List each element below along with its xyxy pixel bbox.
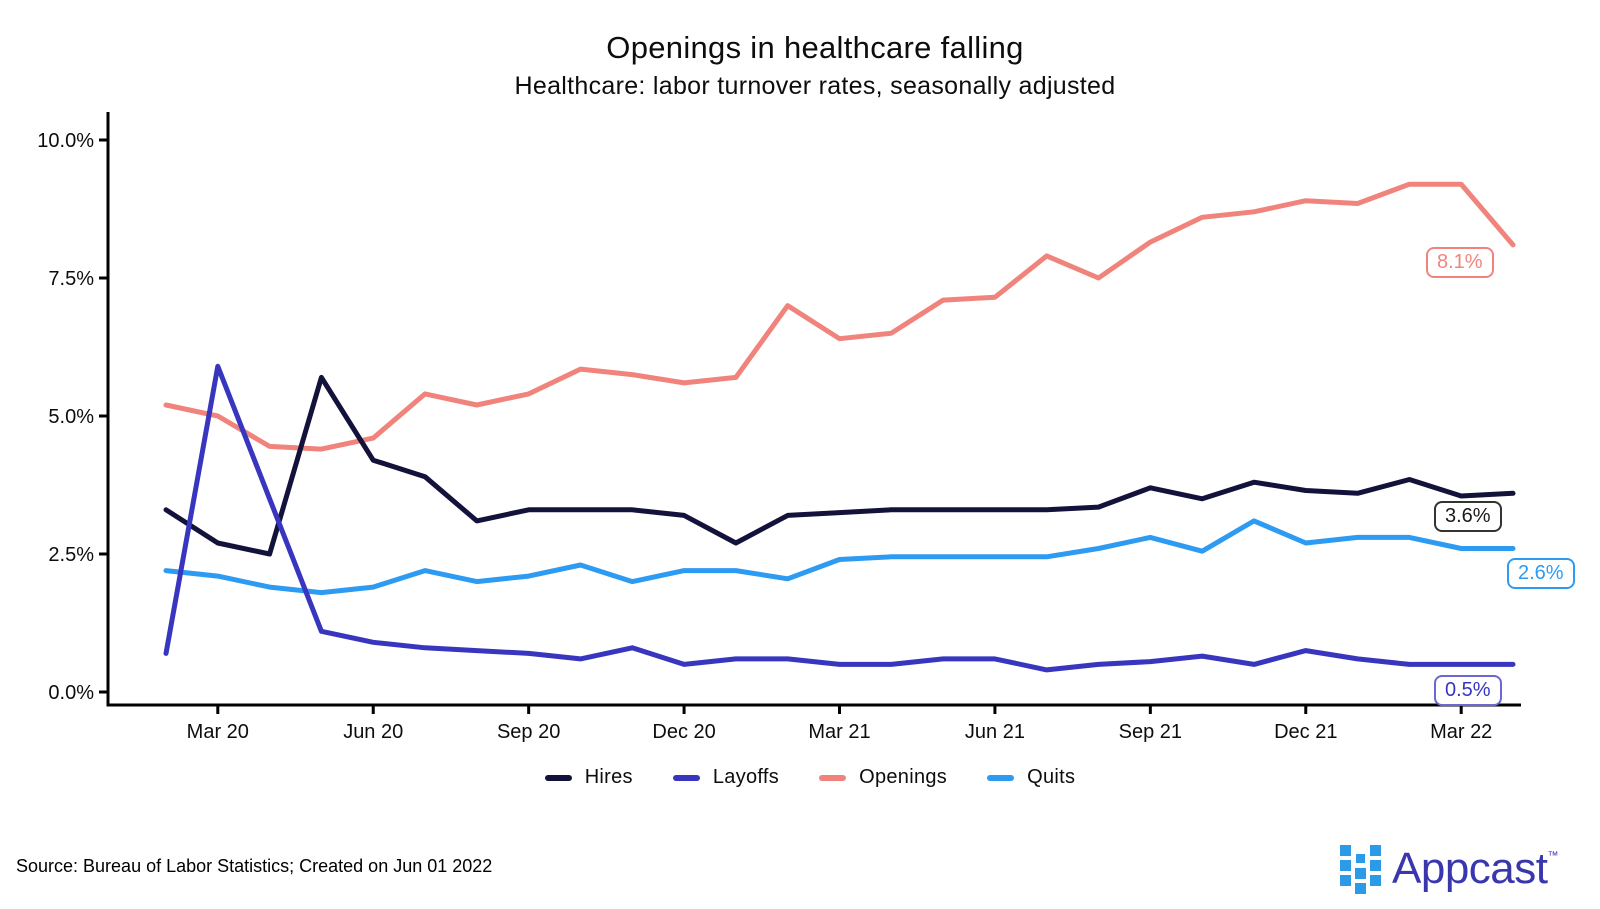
- x-tick-label: Sep 21: [1119, 721, 1182, 743]
- chart-title: Openings in healthcare falling: [606, 30, 1024, 65]
- layoffs-end-label: 0.5%: [1434, 675, 1502, 706]
- logo-square: [1340, 860, 1351, 871]
- legend-item-hires: Hires: [544, 766, 633, 789]
- legend-item-quits: Quits: [987, 766, 1075, 789]
- y-tick-label: 0.0%: [48, 682, 94, 704]
- appcast-logo-icon: [1340, 843, 1381, 895]
- layoffs-line-swatch: [672, 774, 700, 781]
- x-tick-label: Dec 20: [652, 721, 715, 743]
- appcast-logo: Appcast™: [1340, 836, 1590, 902]
- x-tick-label: Sep 20: [497, 721, 560, 743]
- openings-line-swatch: [819, 774, 847, 781]
- quits-end-label: 2.6%: [1507, 558, 1575, 589]
- x-tick-label: Mar 21: [808, 721, 870, 743]
- logo-square: [1355, 882, 1366, 894]
- logo-square: [1370, 860, 1381, 871]
- hires-line-swatch: [544, 774, 572, 781]
- series-line-hires: [163, 374, 1516, 557]
- legend-item-openings: Openings: [819, 766, 947, 789]
- source-note: Source: Bureau of Labor Statistics; Crea…: [16, 856, 493, 876]
- appcast-logo-text: Appcast™: [1392, 844, 1558, 893]
- hires-end-label: 3.6%: [1434, 501, 1502, 532]
- chart-legend: Hires Layoffs Openings Quits: [0, 766, 1600, 789]
- series-line-quits: [163, 518, 1516, 596]
- x-tick-label: Jun 21: [965, 721, 1025, 743]
- logo-square: [1340, 875, 1351, 886]
- series-line-layoffs: [163, 363, 1516, 673]
- legend-item-layoffs: Layoffs: [672, 766, 780, 789]
- logo-square: [1370, 875, 1381, 886]
- legend-label: Openings: [859, 766, 948, 788]
- openings-end-label: 8.1%: [1426, 247, 1494, 278]
- logo-square: [1370, 845, 1381, 856]
- x-tick-label: Mar 22: [1430, 721, 1492, 743]
- x-tick-label: Jun 20: [343, 721, 403, 743]
- y-tick-label: 10.0%: [37, 130, 94, 152]
- logo-square: [1340, 845, 1351, 856]
- series-line-openings: [163, 181, 1516, 452]
- logo-square: [1355, 867, 1366, 879]
- quits-line-swatch: [987, 774, 1015, 781]
- y-tick-label: 2.5%: [48, 544, 94, 566]
- legend-label: Quits: [1027, 766, 1076, 788]
- y-tick-label: 7.5%: [48, 268, 94, 290]
- trademark-symbol: ™: [1547, 850, 1558, 862]
- legend-label: Layoffs: [712, 766, 780, 788]
- y-tick-label: 5.0%: [48, 406, 94, 428]
- logo-square: [1356, 854, 1365, 863]
- chart-subtitle: Healthcare: labor turnover rates, season…: [514, 72, 1116, 100]
- x-tick-label: Mar 20: [187, 721, 249, 743]
- legend-label: Hires: [584, 766, 633, 788]
- x-tick-label: Dec 21: [1274, 721, 1337, 743]
- line-chart-plot: 0.0% 2.5% 5.0% 7.5% 10.0% Mar 20 Jun 20 Sep 20 D…: [37, 112, 1521, 743]
